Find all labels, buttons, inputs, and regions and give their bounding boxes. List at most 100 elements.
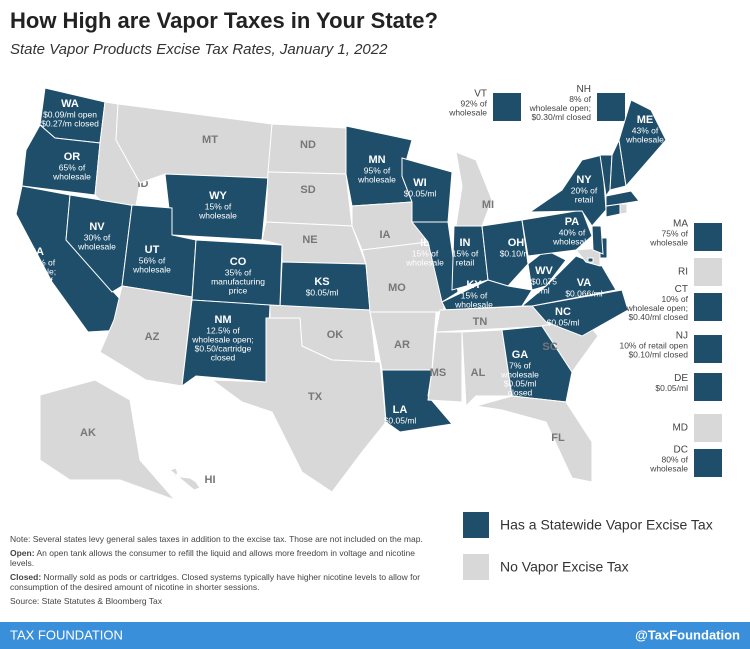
state [475, 395, 593, 483]
callout-box [694, 449, 722, 477]
state-rate: $0.066/ml [565, 288, 602, 298]
state-abbr: LA [393, 404, 408, 416]
state [619, 203, 628, 215]
state-abbr: MO [388, 282, 406, 294]
state-abbr: IN [460, 237, 471, 249]
state-rate: 65% of [59, 162, 86, 172]
notes: Note: Several states levy general sales … [10, 534, 430, 610]
callout-rate: $0.05/ml [655, 383, 688, 393]
state-rate: 12.5% of [19, 275, 53, 285]
callout-box [694, 335, 722, 363]
legend-label: No Vapor Excise Tax [500, 559, 629, 575]
state-abbr: FL [551, 432, 565, 444]
note-text: Normally sold as pods or cartridges. Clo… [10, 572, 421, 592]
state-abbr: ME [637, 114, 654, 126]
state-abbr: WV [535, 265, 553, 277]
state-rate: 43% of [632, 125, 659, 135]
state [461, 329, 513, 408]
state-rate: wholesale [405, 257, 444, 267]
state-abbr: NM [214, 314, 231, 326]
callout-rate: wholesale [649, 463, 688, 473]
state-abbr: WY [209, 190, 227, 202]
callout-abbr: VT [474, 89, 487, 100]
state-abbr: AR [394, 339, 410, 351]
state-rate: $0.05/ml [384, 415, 417, 425]
state-rate: $0.50/cartridge [195, 343, 252, 353]
state-rate: $0.05/ml [504, 378, 537, 388]
state-abbr: IL [420, 237, 430, 249]
state-rate: wholesale [552, 236, 591, 246]
state-rate: 40% of [559, 227, 586, 237]
callout-rate: wholesale open; [626, 303, 688, 313]
state-rate: manufacturing [211, 276, 265, 286]
callout-box [694, 258, 722, 286]
note-label: Source: [10, 596, 40, 606]
note-label: Open: [10, 548, 35, 558]
state [481, 219, 529, 287]
callout-rate: 80% of [662, 454, 689, 464]
state-abbr: OK [327, 329, 344, 341]
state-rate: wholesale [357, 174, 396, 184]
title: How High are Vapor Taxes in Your State? [10, 8, 438, 33]
callout-rate: $0.30/ml closed [531, 112, 591, 122]
note-text: State Statutes & Bloomberg Tax [41, 596, 162, 606]
state-rate: wholesale [52, 171, 91, 181]
state-rate: $0.05/ml [306, 287, 339, 297]
state-rate: 56% of [139, 255, 166, 265]
callout-rate: $0.40/ml closed [628, 312, 688, 322]
subtitle: State Vapor Products Excise Tax Rates, J… [10, 41, 388, 58]
state-rate: wholesale; [15, 266, 56, 276]
note: Closed: Normally sold as pods or cartrid… [10, 572, 430, 592]
callout-rate: wholesale open; [529, 103, 591, 113]
callout-abbr: MD [672, 423, 688, 434]
state-rate: 15% of [461, 290, 488, 300]
state [455, 151, 493, 227]
state-rate: $0.09/ml open [43, 109, 97, 119]
state [39, 379, 176, 501]
state-rate: 15% of [452, 248, 479, 258]
state [210, 317, 387, 493]
state [618, 99, 667, 188]
state-abbr: TX [308, 391, 323, 403]
callout-abbr: MA [673, 219, 688, 230]
state-rate: 95% of [364, 165, 391, 175]
callout-box [493, 93, 521, 121]
callout-box [694, 293, 722, 321]
state [501, 325, 573, 403]
state [168, 467, 201, 491]
state-abbr: GA [512, 349, 529, 361]
state-abbr: CA [28, 246, 44, 258]
callout-box [694, 414, 722, 442]
callout-rate: 10% of retail open [619, 340, 688, 350]
state-abbr: HI [205, 474, 216, 486]
state-rate: 35% of [225, 267, 252, 277]
state-rate: $0.05/ml [547, 317, 580, 327]
state-rate: wholesale [454, 299, 493, 309]
state [575, 247, 601, 267]
legend-swatch [463, 554, 489, 580]
callout-rate: 8% of [569, 94, 591, 104]
callout-box [694, 373, 722, 401]
state-abbr: VA [577, 277, 592, 289]
state-abbr: NY [576, 174, 592, 186]
state-abbr: SC [542, 341, 557, 353]
callout-abbr: NJ [676, 331, 688, 342]
state-abbr: SD [300, 184, 315, 196]
state-rate: closed [211, 352, 236, 362]
callout-box [694, 223, 722, 251]
note-text: Several states levy general sales taxes … [32, 534, 423, 544]
state [591, 225, 604, 255]
state-rate: closed [508, 387, 533, 397]
state-rate: $0.05/ml [404, 188, 437, 198]
state-rate: $0.10/ml [500, 248, 533, 258]
state [531, 289, 629, 337]
state [115, 103, 273, 184]
legend-label: Has a Statewide Vapor Excise Tax [500, 517, 713, 533]
callout-abbr: DE [674, 373, 688, 384]
state-rate: retail [575, 194, 594, 204]
state-rate: 30% of [84, 232, 111, 242]
state-abbr: KS [314, 276, 329, 288]
note: Note: Several states levy general sales … [10, 534, 430, 544]
state-abbr: MT [202, 134, 218, 146]
